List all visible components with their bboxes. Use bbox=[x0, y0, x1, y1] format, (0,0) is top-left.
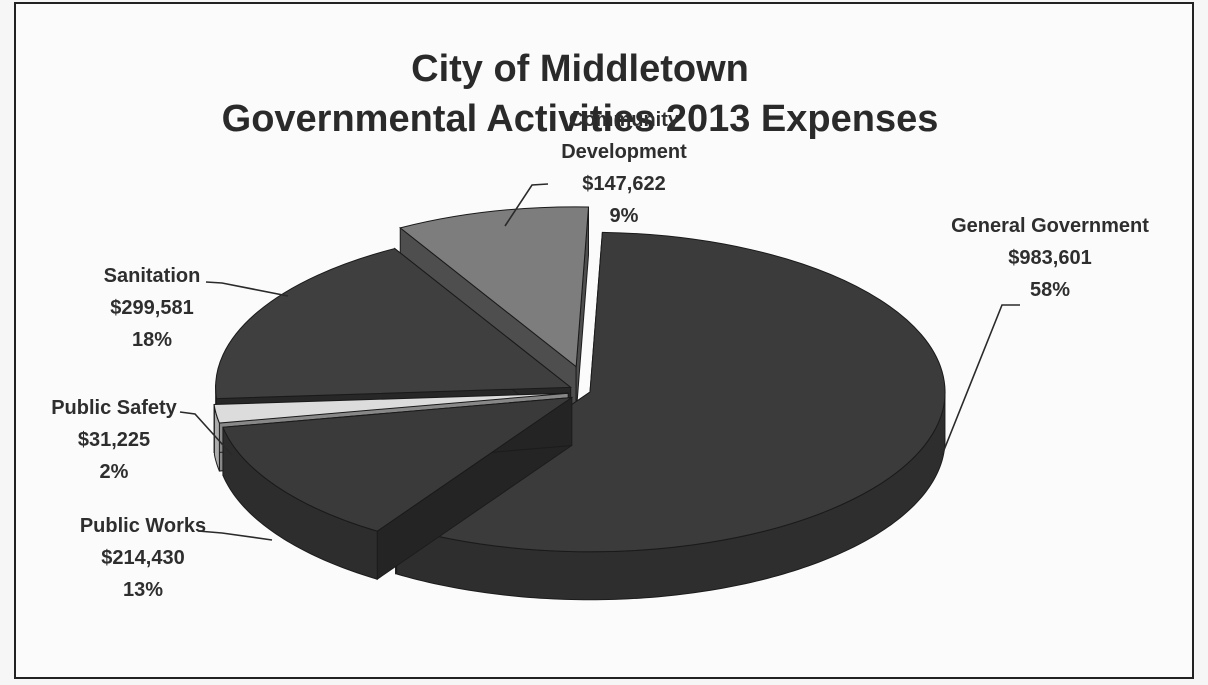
data-label-community-development-name-0: Community bbox=[569, 109, 680, 131]
data-label-community-development-value: $147,622 bbox=[582, 173, 665, 195]
leader-line-general-government bbox=[941, 304, 1020, 456]
leader-line-community-development bbox=[504, 183, 549, 227]
data-label-general-government-percent: 58% bbox=[1030, 279, 1070, 301]
data-label-public-works-percent: 13% bbox=[123, 579, 163, 601]
data-label-community-development-name-1: Development bbox=[561, 141, 687, 163]
leader-line-public-safety bbox=[179, 411, 233, 456]
slice-top-public-safety bbox=[213, 392, 569, 424]
chart-subtitle: Governmental Activities 2013 Expenses bbox=[221, 98, 939, 140]
chart-title: City of Middletown bbox=[411, 48, 749, 90]
data-label-general-government-value: $983,601 bbox=[1008, 247, 1091, 269]
data-label-public-safety-value: $31,225 bbox=[78, 429, 150, 451]
slice-top-sanitation bbox=[215, 248, 572, 400]
data-label-public-works-value: $214,430 bbox=[101, 547, 184, 569]
leader-line-public-works bbox=[197, 530, 273, 541]
data-labels: General Government $983,601 58% Public Work… bbox=[51, 109, 1149, 601]
pie-slices bbox=[213, 206, 946, 601]
data-label-public-works-name: Public Works bbox=[80, 515, 206, 537]
slice-top-community-development bbox=[399, 206, 590, 368]
data-label-sanitation-percent: 18% bbox=[132, 329, 172, 351]
data-label-public-safety-percent: 2% bbox=[100, 461, 129, 483]
data-label-general-government-name: General Government bbox=[951, 215, 1149, 237]
data-label-community-development-percent: 9% bbox=[610, 205, 639, 227]
data-label-sanitation-value: $299,581 bbox=[110, 297, 193, 319]
slice-public-works bbox=[222, 396, 574, 581]
data-label-public-safety-name: Public Safety bbox=[51, 397, 177, 419]
slice-top-public-works bbox=[222, 396, 574, 532]
leader-lines bbox=[179, 183, 1020, 541]
leader-line-sanitation bbox=[205, 281, 289, 297]
data-label-sanitation-name: Sanitation bbox=[104, 265, 201, 287]
